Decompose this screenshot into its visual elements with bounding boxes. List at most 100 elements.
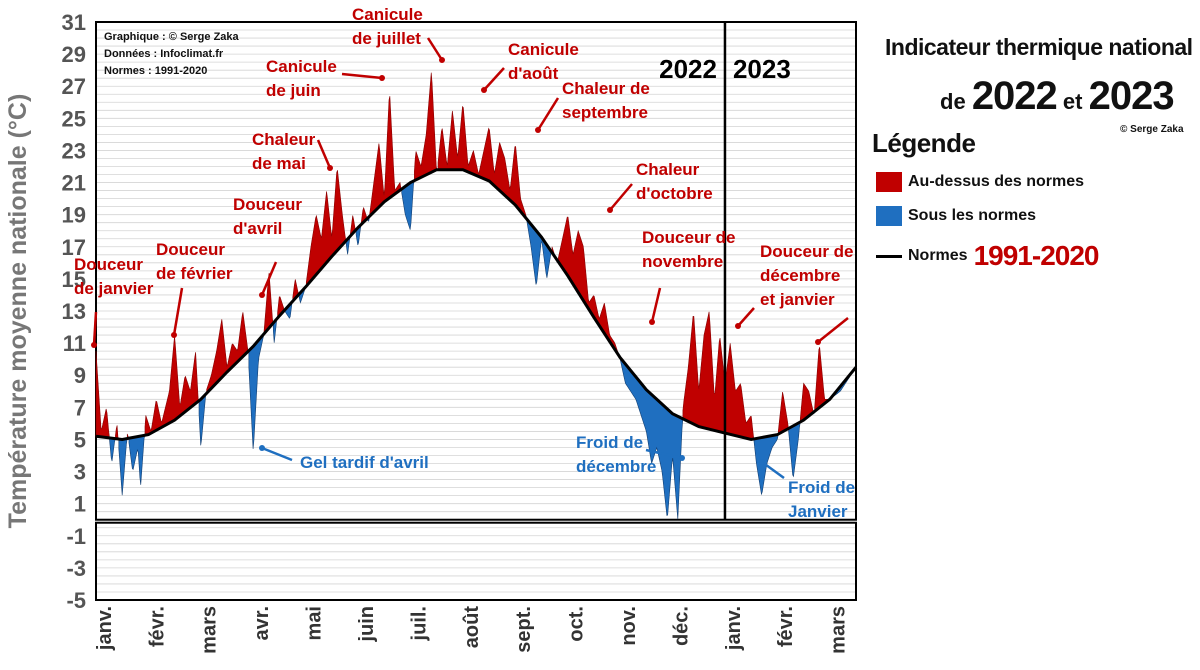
area-above-normal <box>115 425 120 440</box>
x-month-label: déc. <box>670 606 692 646</box>
annotation-red-arrow <box>650 287 662 323</box>
area-below-normal <box>118 438 128 496</box>
annotation-red-text: décembre <box>760 266 840 285</box>
annotation-red-arrow <box>172 287 184 336</box>
annotation-red-arrow <box>341 72 383 80</box>
y-tick-label: 21 <box>62 171 86 196</box>
annotation-blue-arrow <box>761 460 785 480</box>
chart-title: Indicateur thermique national <box>885 34 1193 60</box>
area-above-normal <box>369 96 403 217</box>
subtitle-year1: 2022 <box>971 74 1058 118</box>
annotation-red-text: Douceur de <box>760 242 854 261</box>
x-month-label: oct. <box>566 606 588 642</box>
annotation-red-arrow <box>536 97 560 131</box>
area-below-normal <box>788 421 801 478</box>
annotation-red-text: de juillet <box>352 29 421 48</box>
area-above-normal <box>305 170 347 288</box>
annotation-blue-text: Janvier <box>788 502 848 521</box>
annotation-red-arrow <box>426 37 444 61</box>
area-above-normal <box>95 351 110 439</box>
x-month-label: avr. <box>251 606 273 640</box>
y-tick-label: 27 <box>62 74 86 99</box>
legend-swatch-below <box>876 206 902 226</box>
y-tick-label: -1 <box>66 524 86 549</box>
y-tick-label: 13 <box>62 299 86 324</box>
annotation-red-text: Douceur <box>233 195 302 214</box>
annotation-red-text: et janvier <box>760 290 835 309</box>
grid-lines <box>95 21 857 602</box>
annotation-red-text: d'octobre <box>636 184 713 203</box>
year-label: 2022 <box>659 54 717 84</box>
x-month-label: août <box>461 606 483 649</box>
x-month-label: mars <box>828 606 850 654</box>
annotation-red-text: Canicule <box>352 5 423 24</box>
y-tick-label: 29 <box>62 42 86 67</box>
y-tick-label: 15 <box>62 267 86 292</box>
x-month-label: nov. <box>618 606 640 646</box>
legend-label-above: Au-dessus des normes <box>908 173 1085 190</box>
annotations: Douceur de janvier Douceur de février Douceu… <box>74 5 855 521</box>
chart-subtitle: de 2022 et 2023 <box>940 74 1175 119</box>
annotation-red-text: de mai <box>252 154 306 173</box>
annotation-red-arrow <box>260 261 278 296</box>
annotation-red-arrowhead <box>439 57 445 63</box>
plot-border-top <box>95 21 857 521</box>
normals-line <box>95 168 858 441</box>
annotation-blue-arrowhead <box>259 445 265 451</box>
annotation-blue-arrowhead <box>679 455 685 461</box>
annotation-red-text: de février <box>156 264 233 283</box>
annotation-red-arrow <box>483 67 505 91</box>
area-above-normal <box>206 312 250 395</box>
annotation-red-text: d'avril <box>233 219 282 238</box>
x-month-label: janv. <box>94 606 116 651</box>
area-below-normal <box>526 218 553 285</box>
annotation-blue-arrowhead <box>759 459 765 465</box>
annotation-red-text: de janvier <box>74 279 154 298</box>
y-tick-label: -3 <box>66 556 86 581</box>
annotation-red-arrow <box>737 307 755 327</box>
annotation-red-arrowhead <box>481 87 487 93</box>
x-month-label: juin <box>356 606 378 643</box>
subtitle-year2: 2023 <box>1088 74 1175 118</box>
annotation-blue-arrow <box>645 448 683 460</box>
annotation-red-text: Chaleur de <box>562 79 650 98</box>
annotation-red-arrowhead <box>735 323 741 329</box>
annotation-red-text: Chaleur <box>252 130 316 149</box>
annotation-red-text: d'août <box>508 64 559 83</box>
x-month-label: mai <box>304 606 326 640</box>
annotation-red-text: Chaleur <box>636 160 700 179</box>
annotation-red-arrowhead <box>535 127 541 133</box>
source-line: Graphique : © Serge Zaka <box>104 31 240 43</box>
annotation-red-arrowhead <box>91 342 97 348</box>
year-label: 2023 <box>733 54 791 84</box>
x-month-label: mars <box>199 606 221 654</box>
annotation-red-arrow <box>609 183 633 211</box>
annotation-red-arrowhead <box>259 292 265 298</box>
y-tick-label: 17 <box>62 235 86 260</box>
y-tick-label: 25 <box>62 106 86 131</box>
annotation-red-text: Douceur <box>74 255 143 274</box>
year-labels: 2022 2023 <box>659 54 791 84</box>
x-month-label: févr. <box>775 606 797 647</box>
area-below-normal <box>109 437 116 462</box>
credit-small: © Serge Zaka <box>1120 124 1184 135</box>
annotation-blue-text: Froid de <box>788 478 855 497</box>
annotation-red-arrowhead <box>649 319 655 325</box>
annotation-red-arrowhead <box>327 165 333 171</box>
y-tick-label: 5 <box>74 427 86 452</box>
y-tick-label: 7 <box>74 395 86 420</box>
y-axis-label: Température moyenne nationale (°C) <box>4 94 32 529</box>
y-tick-label: 19 <box>62 203 86 228</box>
annotation-red-arrowhead <box>607 207 613 213</box>
plot-border-bottom <box>95 521 857 602</box>
y-tick-label: -5 <box>66 588 86 613</box>
annotation-blue-text: Gel tardif d'avril <box>300 453 429 472</box>
legend-item-normals: Normes 1991-2020 <box>876 240 1099 272</box>
legend-label-normals: Normes <box>908 247 968 264</box>
normals-line-group <box>95 168 858 441</box>
annotation-red-text: de juin <box>266 81 321 100</box>
legend-swatch-above <box>876 172 902 192</box>
x-month-label: juil. <box>408 606 430 641</box>
